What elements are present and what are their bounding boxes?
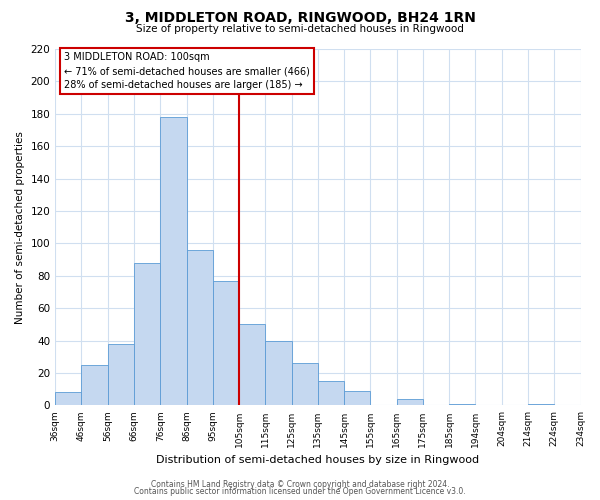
Bar — [397, 399, 423, 406]
Text: Contains HM Land Registry data © Crown copyright and database right 2024.: Contains HM Land Registry data © Crown c… — [151, 480, 449, 489]
Text: 3, MIDDLETON ROAD, RINGWOOD, BH24 1RN: 3, MIDDLETON ROAD, RINGWOOD, BH24 1RN — [125, 11, 475, 25]
X-axis label: Distribution of semi-detached houses by size in Ringwood: Distribution of semi-detached houses by … — [156, 455, 479, 465]
Text: Size of property relative to semi-detached houses in Ringwood: Size of property relative to semi-detach… — [136, 24, 464, 34]
Bar — [449, 404, 475, 406]
Bar — [344, 391, 370, 406]
Text: Contains public sector information licensed under the Open Government Licence v3: Contains public sector information licen… — [134, 487, 466, 496]
Bar — [55, 392, 82, 406]
Bar — [187, 250, 213, 406]
Bar — [239, 324, 265, 406]
Bar — [265, 340, 292, 406]
Bar — [318, 381, 344, 406]
Bar — [528, 404, 554, 406]
Y-axis label: Number of semi-detached properties: Number of semi-detached properties — [15, 131, 25, 324]
Bar — [134, 263, 160, 406]
Bar — [108, 344, 134, 406]
Bar — [82, 365, 108, 406]
Text: 3 MIDDLETON ROAD: 100sqm
← 71% of semi-detached houses are smaller (466)
28% of : 3 MIDDLETON ROAD: 100sqm ← 71% of semi-d… — [64, 52, 310, 90]
Bar — [292, 364, 318, 406]
Bar — [213, 280, 239, 406]
Bar — [160, 117, 187, 406]
